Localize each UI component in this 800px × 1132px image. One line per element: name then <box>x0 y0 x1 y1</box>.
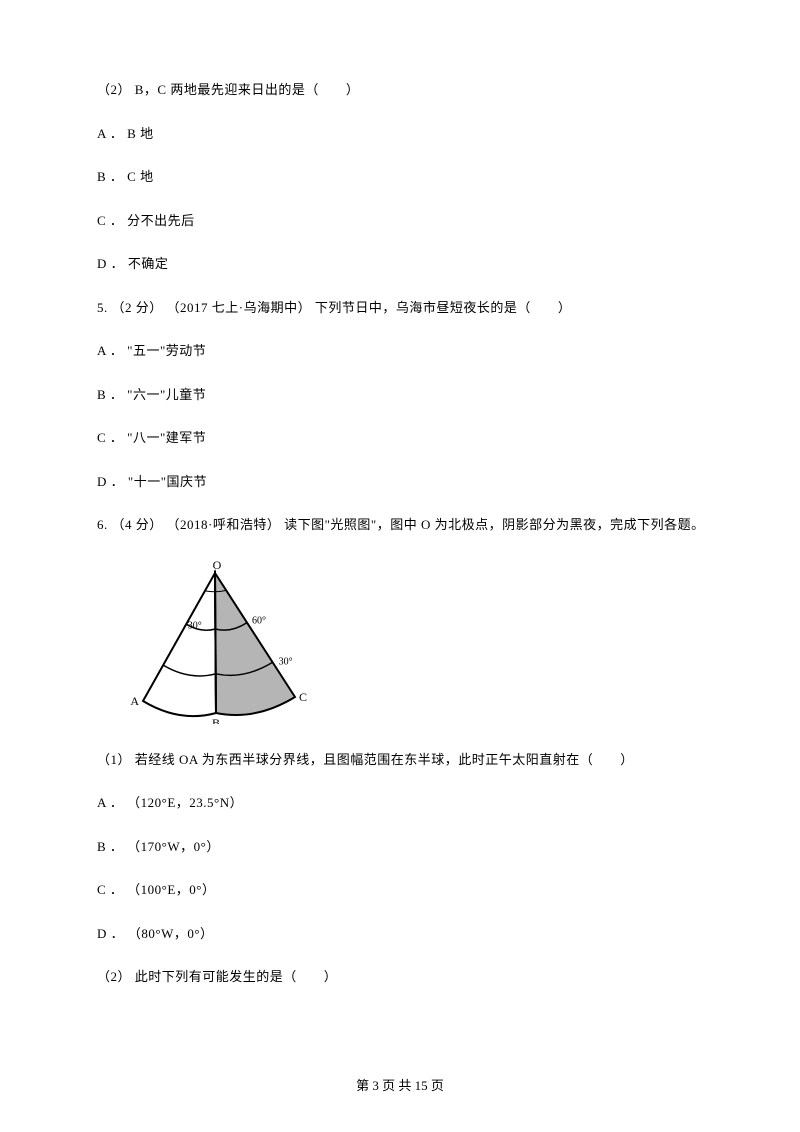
q5-option-b: B ． "六一"儿童节 <box>65 385 735 405</box>
q6-option-a: A ． （120°E，23.5°N） <box>65 793 735 813</box>
q5-option-d: D ． "十一"国庆节 <box>65 472 735 492</box>
q5-option-c: C ． "八一"建军节 <box>65 428 735 448</box>
q6-option-d: D ． （80°W，0°） <box>65 924 735 944</box>
svg-text:60°: 60° <box>252 615 266 626</box>
q6-sub2: （2） 此时下列有可能发生的是（ ） <box>65 967 735 987</box>
q2-stem: （2） B，C 两地最先迎来日出的是（ ） <box>65 80 735 100</box>
svg-text:A: A <box>130 694 139 708</box>
q6-sub1: （1） 若经线 OA 为东西半球分界线，且图幅范围在东半球，此时正午太阳直射在（… <box>65 750 735 770</box>
q5-option-a: A ． "五一"劳动节 <box>65 341 735 361</box>
svg-text:B: B <box>212 716 220 724</box>
svg-text:C: C <box>299 690 307 704</box>
illumination-diagram: O A B C 30° 60° 30° <box>125 559 735 724</box>
q6-option-c: C ． （100°E，0°） <box>65 880 735 900</box>
q2-option-c: C ． 分不出先后 <box>65 211 735 231</box>
q6-stem: 6. （4 分） （2018·呼和浩特） 读下图"光照图"，图中 O 为北极点，… <box>65 515 735 535</box>
page-footer: 第 3 页 共 15 页 <box>0 1075 800 1094</box>
q2-option-d: D ． 不确定 <box>65 254 735 274</box>
q2-option-b: B ． C 地 <box>65 167 735 187</box>
svg-text:30°: 30° <box>279 656 293 667</box>
q6-option-b: B ． （170°W，0°） <box>65 837 735 857</box>
svg-text:30°: 30° <box>188 620 202 631</box>
svg-text:O: O <box>213 559 222 572</box>
q5-stem: 5. （2 分） （2017 七上·乌海期中） 下列节日中，乌海市昼短夜长的是（… <box>65 298 735 318</box>
q2-option-a: A ． B 地 <box>65 124 735 144</box>
